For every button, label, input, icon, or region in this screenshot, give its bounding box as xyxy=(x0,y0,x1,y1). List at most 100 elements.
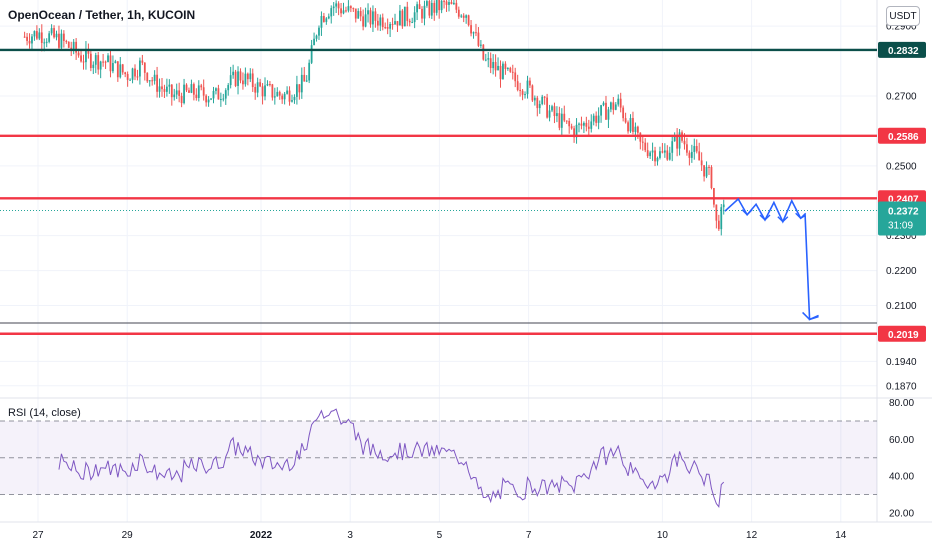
candle-body xyxy=(114,61,117,64)
candle-body xyxy=(666,150,669,160)
candle-body xyxy=(690,151,693,158)
candle-body xyxy=(278,91,281,96)
candle-body xyxy=(646,150,649,157)
candle-body xyxy=(411,22,414,24)
candle-body xyxy=(281,95,284,100)
candle-body xyxy=(202,87,205,96)
candle-body xyxy=(266,84,269,86)
candle-body xyxy=(222,98,225,100)
candle-body xyxy=(440,0,443,11)
candle-body xyxy=(298,84,301,93)
candle-body xyxy=(484,59,487,61)
candle-body xyxy=(53,28,55,38)
candle-body xyxy=(384,27,387,29)
candle-body xyxy=(126,74,129,80)
candle-body xyxy=(585,122,588,127)
candle-body xyxy=(72,41,75,51)
candle-body xyxy=(448,2,450,5)
candle-body xyxy=(342,10,345,14)
candle-body xyxy=(627,122,629,132)
candle-body xyxy=(327,16,330,19)
last-price-value: 0.2372 xyxy=(888,207,919,218)
candle-body xyxy=(271,84,274,98)
time-axis-tick: 14 xyxy=(835,530,847,541)
candle-body xyxy=(291,100,293,102)
candle-body xyxy=(58,33,60,48)
candle-body xyxy=(583,122,585,126)
candle-body xyxy=(102,61,105,63)
candle-body xyxy=(487,58,490,60)
candle-body xyxy=(497,65,499,71)
price-axis-tick: 0.1870 xyxy=(886,381,917,392)
candle-body xyxy=(376,20,379,26)
candle-body xyxy=(494,61,497,71)
candle-body xyxy=(573,128,575,138)
candle-body xyxy=(543,96,546,98)
candle-body xyxy=(472,32,475,34)
candle-body xyxy=(246,73,249,80)
level-price-value: 0.2832 xyxy=(888,46,919,57)
candle-body xyxy=(261,86,264,97)
candle-body xyxy=(578,123,580,125)
candle-body xyxy=(175,90,178,95)
candle-body xyxy=(286,90,288,94)
candle-body xyxy=(134,68,136,77)
candle-body xyxy=(526,80,529,95)
candle-body xyxy=(619,98,622,108)
candle-body xyxy=(538,104,541,109)
candle-body xyxy=(322,16,325,22)
candle-body xyxy=(82,61,85,63)
candle-body xyxy=(641,141,644,143)
candle-body xyxy=(249,73,252,80)
candle-body xyxy=(502,63,504,80)
currency-button[interactable]: USDT xyxy=(886,6,920,26)
candle-body xyxy=(124,72,127,75)
candle-body xyxy=(65,40,68,42)
price-axis-tick: 0.2300 xyxy=(886,231,917,242)
candle-body xyxy=(293,96,296,101)
candle-body xyxy=(234,71,237,86)
candle-body xyxy=(77,52,80,56)
candle-body xyxy=(399,10,401,26)
rsi-series-line xyxy=(58,408,725,508)
candle-body xyxy=(320,16,323,28)
candle-body xyxy=(75,41,78,53)
candle-body xyxy=(183,84,185,104)
candle-body xyxy=(514,72,517,82)
candle-body xyxy=(139,60,141,77)
candle-body xyxy=(720,207,723,230)
candle-body xyxy=(215,88,217,91)
price-axis-tick: 0.2100 xyxy=(886,301,917,312)
candle-body xyxy=(705,166,708,177)
candle-body xyxy=(423,5,426,19)
candle-body xyxy=(112,63,114,72)
candle-body xyxy=(651,150,654,153)
candle-body xyxy=(254,87,257,93)
candle-body xyxy=(192,84,195,95)
candle-body xyxy=(457,9,460,17)
candle-body xyxy=(305,80,308,82)
time-axis-tick: 7 xyxy=(526,530,532,541)
candle-body xyxy=(244,73,247,85)
price-axis-tick: 0.1940 xyxy=(886,357,917,368)
candle-body xyxy=(173,94,176,98)
candle-body xyxy=(435,0,438,13)
candle-body xyxy=(408,20,411,23)
candle-body xyxy=(416,4,418,13)
projection-path[interactable] xyxy=(724,197,819,321)
candle-body xyxy=(229,75,232,86)
level-price-value: 0.2586 xyxy=(888,132,919,143)
candle-body xyxy=(558,113,561,128)
candle-body xyxy=(35,31,38,39)
candle-body xyxy=(80,55,82,62)
candle-body xyxy=(700,160,703,166)
candle-body xyxy=(31,36,33,44)
candle-body xyxy=(33,31,36,37)
candle-body xyxy=(475,32,477,34)
candle-body xyxy=(575,124,578,138)
candle-body xyxy=(300,74,303,93)
candle-body xyxy=(210,98,212,100)
candle-body xyxy=(430,2,433,16)
candle-body xyxy=(55,33,58,38)
